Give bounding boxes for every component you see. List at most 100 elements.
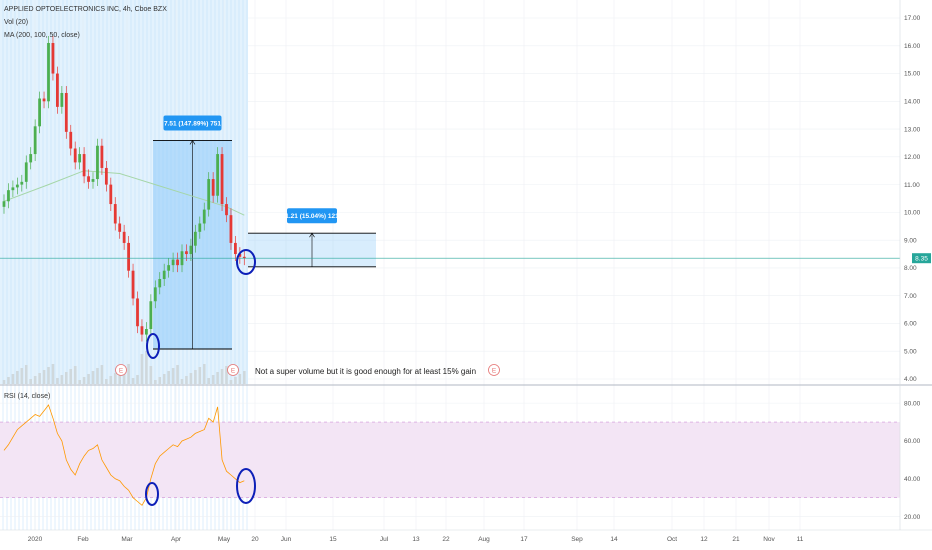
rsi-axis[interactable]: 80.00 60.00 40.00 20.00 — [904, 400, 921, 521]
volume-bar — [65, 372, 68, 384]
earnings-marker-2-circle — [227, 364, 239, 376]
candle-body — [33, 126, 37, 155]
volume-bar — [202, 364, 206, 384]
candle-body — [38, 98, 41, 127]
time-axis-tick-label: 11 — [797, 536, 804, 543]
candle-body — [29, 154, 33, 163]
volume-bar — [7, 377, 10, 384]
candle-body — [176, 259, 179, 266]
measure-arrow-head — [309, 232, 315, 238]
candle-body — [189, 245, 193, 255]
time-axis-tick-label: 22 — [442, 536, 450, 543]
candle-body — [109, 184, 113, 205]
candle-body — [64, 92, 68, 132]
time-axis-tick-label: 17 — [520, 536, 528, 543]
candle-body — [20, 181, 24, 185]
volume-bar — [243, 371, 246, 384]
candle-body — [167, 265, 171, 271]
rsi-axis-tick-label: 40.00 — [904, 476, 921, 483]
volume-bar — [234, 377, 237, 384]
annotation-note: Not a super volume but it is good enough… — [255, 367, 476, 376]
time-axis-tick-label: 21 — [732, 536, 740, 543]
rsi-pane[interactable]: RSI (14, close) — [0, 393, 900, 517]
time-axis-tick-label: Jun — [281, 536, 292, 543]
legend-moving-average: MA (200, 100, 50, close) — [4, 32, 80, 39]
volume-bar — [131, 378, 135, 384]
time-axis-tick-label: 15 — [329, 536, 337, 543]
volume-bar — [11, 374, 15, 384]
candle-body — [198, 223, 202, 232]
candle-body — [207, 179, 211, 210]
earnings-marker-1[interactable]: E — [115, 364, 127, 376]
rsi-axis-tick-label: 80.00 — [904, 400, 921, 407]
candle-body — [131, 270, 135, 299]
legend-rsi: RSI (14, close) — [4, 393, 50, 400]
volume-bar — [38, 373, 41, 384]
price-axis-tick-label: 10.00 — [904, 210, 921, 217]
time-axis-tick-label: 13 — [412, 536, 420, 543]
price-axis[interactable]: 17.00 16.00 15.00 14.00 13.00 12.00 11.00 10.00… — [904, 15, 921, 383]
volume-bar — [87, 374, 90, 384]
earnings-marker-2-label: E — [231, 368, 236, 375]
price-axis-background — [900, 0, 932, 384]
rsi-line — [3, 404, 245, 506]
volume-bar — [171, 368, 175, 384]
candle-body — [193, 231, 197, 246]
price-axis-tick-label: 17.00 — [904, 15, 921, 22]
volume-bar — [29, 379, 32, 384]
candle-body — [145, 329, 148, 335]
volume-bar — [82, 377, 86, 384]
time-axis[interactable]: 2020 Feb Mar Apr May 20 Jun 15 Jul 13 22 Aug 17 Sep 14… — [28, 536, 804, 543]
candle-body — [42, 98, 46, 102]
price-axis-tick-label: 8.00 — [904, 265, 917, 272]
circle-annotation — [236, 249, 256, 275]
volume-bar — [194, 370, 197, 384]
volume-bar — [51, 364, 55, 384]
measure-label-text: 1.21 (15.04%) 121 — [285, 213, 339, 220]
measure-label-box — [163, 115, 222, 131]
volume-bar — [211, 375, 215, 384]
volume-bar — [176, 365, 179, 384]
candle-body — [82, 154, 86, 177]
circle-annotation — [146, 333, 160, 359]
earnings-marker-3[interactable]: E — [488, 364, 500, 376]
rsi-axis-tick-label: 20.00 — [904, 514, 921, 521]
legend-title: APPLIED OPTOELECTRONICS INC, 4h, Cboe BZ… — [4, 6, 167, 13]
volume-bar — [113, 373, 117, 384]
volume-bar — [73, 366, 77, 384]
earnings-marker-1-label: E — [119, 368, 124, 375]
last-price-badge: 8.35 — [912, 253, 931, 264]
earnings-marker-3-circle — [488, 364, 500, 376]
moving-average-line — [3, 170, 245, 216]
volume-bar — [136, 375, 139, 384]
price-axis-tick-label: 16.00 — [904, 43, 921, 50]
candle-body — [100, 145, 104, 168]
earnings-marker-2[interactable]: E — [227, 364, 239, 376]
candle-body — [69, 131, 73, 149]
volume-bar — [20, 368, 24, 384]
volume-bar — [158, 377, 162, 384]
volume-bar — [238, 374, 242, 384]
candle-body — [149, 301, 153, 330]
volume-bar — [42, 370, 46, 384]
measure-label-box — [287, 208, 337, 224]
earnings-marker-1-circle — [115, 364, 127, 376]
volume-bar — [185, 376, 188, 384]
price-axis-tick-label: 12.00 — [904, 154, 921, 161]
circle-annotation — [145, 482, 159, 506]
candle-body — [238, 254, 242, 257]
price-axis-tick-label: 11.00 — [904, 182, 920, 189]
candle-body — [127, 242, 130, 271]
volume-bar — [140, 354, 144, 384]
candle-body — [113, 204, 117, 224]
volume-bar — [154, 380, 157, 384]
candle-body — [225, 204, 228, 216]
volume-bar — [127, 364, 130, 384]
price-axis-tick-label: 7.00 — [904, 293, 917, 300]
candle-body — [60, 92, 64, 107]
candle-body — [122, 231, 126, 243]
price-axis-tick-label: 14.00 — [904, 99, 921, 106]
candle-body — [56, 73, 59, 107]
last-price-badge-text: 8.35 — [915, 256, 928, 263]
